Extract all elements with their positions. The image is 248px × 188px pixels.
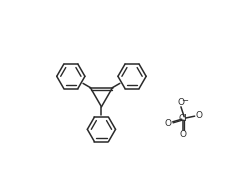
- Text: O: O: [177, 98, 185, 107]
- Text: O: O: [165, 119, 172, 128]
- Text: Cl: Cl: [179, 114, 188, 123]
- Text: O: O: [180, 130, 187, 139]
- Text: O: O: [195, 111, 202, 120]
- Text: −: −: [181, 96, 188, 105]
